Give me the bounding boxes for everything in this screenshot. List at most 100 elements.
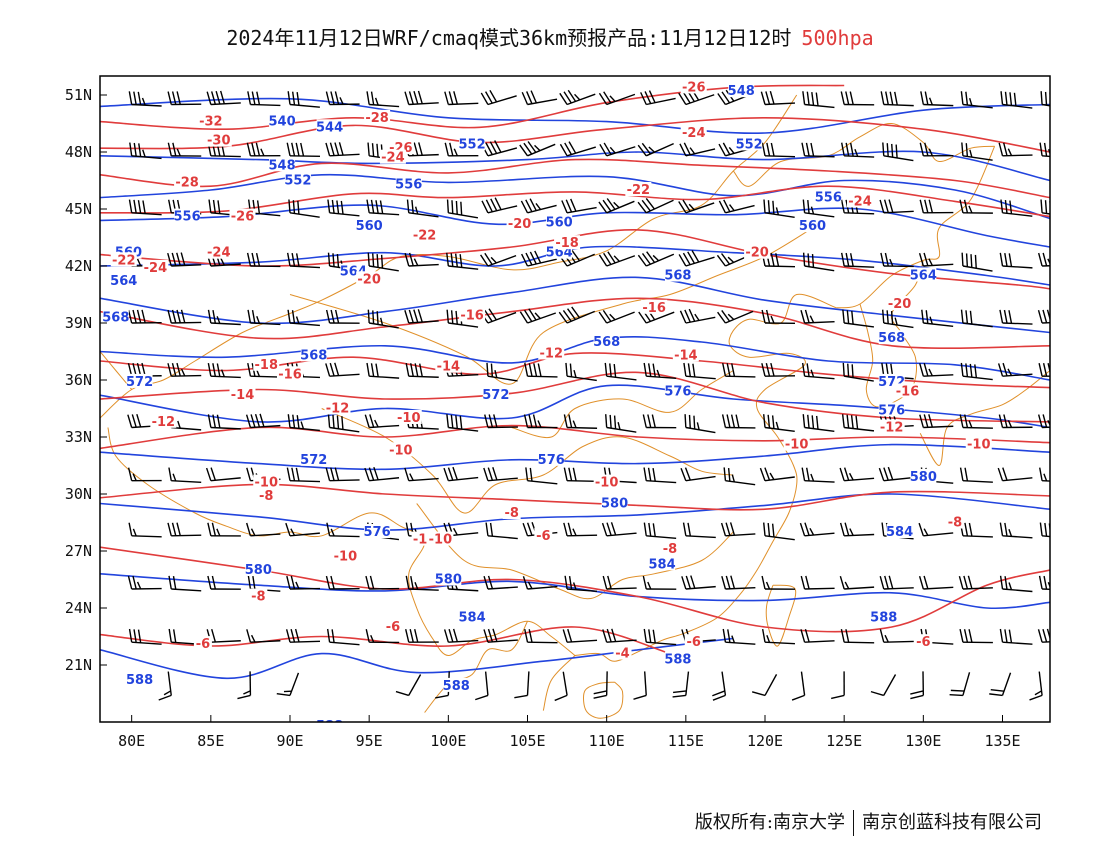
temperature-contour--26 xyxy=(100,158,1050,199)
wind-barb xyxy=(245,413,281,429)
wind-barb xyxy=(760,91,795,106)
wind-barb xyxy=(128,199,162,216)
wind-barb xyxy=(961,252,993,272)
wind-barb xyxy=(721,414,756,429)
wind-barb xyxy=(921,309,954,328)
wind-barb xyxy=(831,671,845,700)
label-background xyxy=(110,252,137,267)
wind-barb xyxy=(842,309,875,328)
label-background xyxy=(965,436,992,451)
temperature-contours xyxy=(100,84,1050,655)
wind-barb xyxy=(207,362,241,379)
height-contour-label: 568 xyxy=(593,335,620,350)
label-background xyxy=(197,113,224,128)
wind-barb xyxy=(679,142,716,157)
wind-barb xyxy=(918,575,954,590)
wind-barb xyxy=(158,671,172,701)
label-background xyxy=(205,244,232,259)
wind-barb xyxy=(918,522,954,537)
temperature-contour-label: -16 xyxy=(896,384,920,399)
temperature-contour-label: -24 xyxy=(207,246,231,261)
x-tick-label: 110E xyxy=(589,732,625,750)
wind-barb xyxy=(998,414,1033,429)
label-background xyxy=(664,383,691,398)
temperature-contour-label: -8 xyxy=(948,516,962,531)
height-contour-584 xyxy=(100,493,1050,531)
temperature-contour-label: -6 xyxy=(196,637,210,652)
wind-barb xyxy=(367,252,399,272)
border-line xyxy=(289,227,813,385)
label-background xyxy=(150,413,177,428)
temperature-contour-label: -10 xyxy=(429,533,453,548)
label-background xyxy=(554,235,581,250)
wind-barb xyxy=(919,142,954,157)
wind-barb xyxy=(763,199,795,219)
label-background xyxy=(257,487,276,502)
temperature-contour-label: -8 xyxy=(259,489,273,504)
wind-barb xyxy=(959,467,993,483)
wind-barb xyxy=(483,575,518,590)
wind-barb xyxy=(1040,199,1050,215)
label-background xyxy=(126,373,153,388)
label-background xyxy=(910,468,937,483)
wind-barb xyxy=(481,140,518,157)
wind-barb xyxy=(480,89,517,106)
wind-barb xyxy=(286,467,321,483)
label-background xyxy=(379,149,406,164)
wind-barb xyxy=(999,628,1033,645)
wind-barb xyxy=(841,414,875,432)
height-contour-label: 588 xyxy=(870,611,897,626)
wind-barb xyxy=(562,628,598,643)
wind-barb xyxy=(205,467,241,482)
wind-barb xyxy=(443,466,479,482)
wind-barb xyxy=(802,252,835,272)
wind-barb xyxy=(206,628,241,643)
wind-barb xyxy=(1040,91,1050,107)
temperature-contour-label: -12 xyxy=(326,402,350,417)
wind-barb xyxy=(839,467,875,482)
height-contour-556 xyxy=(100,173,1050,220)
wind-barb xyxy=(325,575,360,590)
wind-barb xyxy=(327,199,360,217)
temperature-contour-label: -4 xyxy=(615,647,629,662)
temperature-contour-label: -12 xyxy=(540,346,564,361)
wind-barb xyxy=(999,575,1033,593)
temperature-contour-label: -16 xyxy=(460,308,484,323)
height-contour-label: 584 xyxy=(886,525,913,540)
wind-barb xyxy=(520,198,557,214)
wind-barb xyxy=(681,575,716,590)
height-contour-label: 576 xyxy=(664,384,691,399)
label-background xyxy=(538,345,565,360)
label-background xyxy=(387,442,414,457)
temperature-contour-label: -22 xyxy=(627,183,651,198)
temperature-contour-label: -10 xyxy=(967,438,991,453)
wind-barb xyxy=(366,91,400,108)
label-background xyxy=(593,474,620,489)
wind-barb xyxy=(997,467,1033,482)
label-background xyxy=(546,214,573,229)
copyright-company: 南京创蓝科技有限公司 xyxy=(862,812,1042,833)
temperature-contour-label: -6 xyxy=(687,635,701,650)
temperature-contour--28 xyxy=(100,116,1050,153)
label-background xyxy=(878,402,905,417)
y-axis: 51N 48N 45N 42N 39N 36N 33N 30N 27N 24N 21N xyxy=(65,86,107,674)
wind-barb xyxy=(483,467,518,482)
wind-barb xyxy=(684,414,716,434)
wind-barb xyxy=(598,309,635,324)
label-background xyxy=(506,216,533,231)
wind-barb xyxy=(486,362,518,382)
y-tick-label: 51N xyxy=(65,86,92,104)
height-contour-label: 568 xyxy=(102,310,129,325)
label-background xyxy=(744,244,771,259)
height-contour-label: 588 xyxy=(664,652,691,667)
copyright-owner: 版权所有:南京大学 xyxy=(694,812,845,833)
height-contour-576 xyxy=(100,384,1050,429)
wind-barb xyxy=(521,90,558,106)
wind-barb xyxy=(919,199,954,214)
height-contour-label: 548 xyxy=(269,158,296,173)
label-background xyxy=(110,273,137,288)
wind-barb xyxy=(247,309,281,326)
wind-barb xyxy=(643,628,677,646)
label-background xyxy=(364,109,391,124)
